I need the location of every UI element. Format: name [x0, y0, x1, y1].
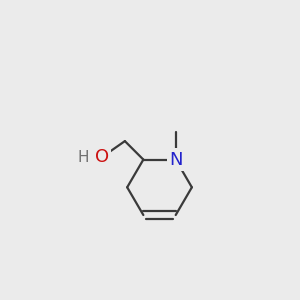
Text: O: O	[95, 148, 109, 166]
Text: N: N	[169, 151, 182, 169]
Text: H: H	[77, 150, 89, 165]
